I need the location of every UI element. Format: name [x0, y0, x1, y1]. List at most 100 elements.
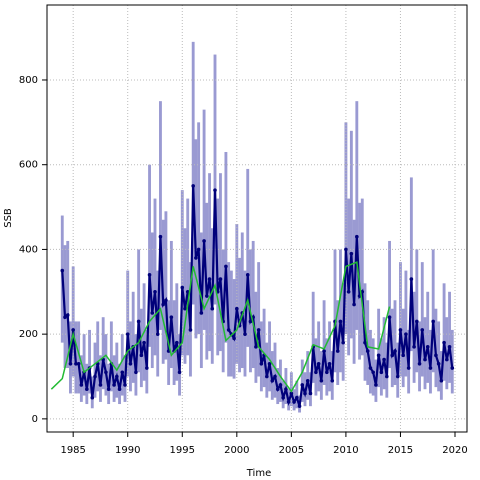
point	[128, 361, 133, 366]
confidence-band	[197, 122, 201, 335]
confidence-band	[240, 232, 244, 369]
confidence-band	[355, 101, 359, 330]
point	[371, 370, 375, 375]
point	[175, 340, 179, 345]
point	[398, 328, 403, 332]
point	[447, 345, 452, 349]
point	[412, 345, 416, 349]
point	[235, 306, 239, 311]
point	[158, 234, 163, 239]
confidence-band	[77, 321, 81, 394]
point	[74, 361, 78, 366]
point	[185, 289, 190, 294]
point	[314, 370, 318, 375]
point	[341, 340, 345, 345]
point	[104, 370, 108, 375]
point	[346, 289, 351, 294]
point	[79, 383, 84, 387]
confidence-band	[191, 41, 195, 305]
point	[319, 378, 324, 383]
point	[68, 361, 73, 366]
point	[115, 374, 119, 379]
point	[420, 328, 425, 332]
y-axis-label: SSB	[3, 208, 14, 228]
point	[308, 391, 313, 396]
point	[196, 247, 201, 252]
x-tick-label: 2000	[224, 445, 249, 456]
point	[60, 268, 65, 273]
confidence-band	[311, 291, 315, 383]
point	[382, 357, 386, 362]
point	[434, 353, 438, 358]
point	[117, 387, 122, 392]
confidence-band	[208, 173, 211, 352]
point	[150, 311, 155, 315]
point	[406, 366, 411, 370]
point	[93, 374, 97, 379]
confidence-band	[448, 291, 451, 383]
point	[226, 328, 231, 332]
point	[259, 361, 264, 366]
point	[292, 400, 296, 404]
point	[134, 370, 138, 375]
confidence-band	[246, 168, 250, 347]
point	[199, 311, 204, 315]
confidence-band	[238, 257, 241, 373]
confidence-band	[404, 270, 408, 377]
confidence-band	[262, 308, 266, 388]
confidence-band	[153, 198, 157, 356]
point	[147, 273, 152, 277]
point	[145, 366, 149, 370]
point	[439, 378, 444, 383]
point	[404, 332, 408, 336]
confidence-band	[349, 130, 353, 339]
point	[355, 234, 359, 239]
confidence-band	[224, 151, 228, 343]
x-tick-label: 1995	[170, 445, 195, 456]
confidence-band	[306, 351, 310, 400]
point	[425, 345, 430, 349]
point	[436, 361, 441, 366]
confidence-band	[382, 317, 386, 390]
point	[401, 353, 405, 358]
confidence-band	[213, 54, 217, 305]
point	[90, 395, 95, 400]
confidence-band	[148, 164, 151, 347]
point	[63, 315, 67, 320]
point	[305, 378, 310, 383]
point	[365, 349, 370, 353]
point	[202, 239, 206, 243]
point	[376, 353, 381, 358]
confidence-band	[300, 359, 304, 402]
point	[248, 319, 253, 324]
point	[374, 383, 378, 387]
point	[415, 319, 419, 324]
confidence-band	[251, 240, 255, 369]
point	[316, 361, 321, 366]
confidence-band	[409, 177, 413, 352]
point	[390, 353, 395, 358]
point	[379, 370, 384, 375]
point	[393, 349, 397, 353]
point	[183, 306, 187, 311]
point	[300, 383, 305, 387]
point	[139, 353, 144, 358]
point	[270, 378, 275, 383]
series-line	[50, 261, 391, 393]
confidence-band	[268, 321, 271, 392]
confidence-band	[322, 300, 326, 385]
confidence-band	[257, 262, 261, 377]
point	[286, 400, 291, 404]
point	[177, 370, 182, 375]
confidence-band	[120, 334, 124, 396]
point	[431, 319, 435, 324]
point	[125, 332, 130, 336]
point	[450, 366, 455, 370]
confidence-band	[219, 173, 222, 352]
point	[169, 315, 174, 320]
point	[322, 349, 326, 353]
point	[428, 366, 433, 370]
point	[273, 374, 277, 379]
point	[106, 387, 111, 392]
